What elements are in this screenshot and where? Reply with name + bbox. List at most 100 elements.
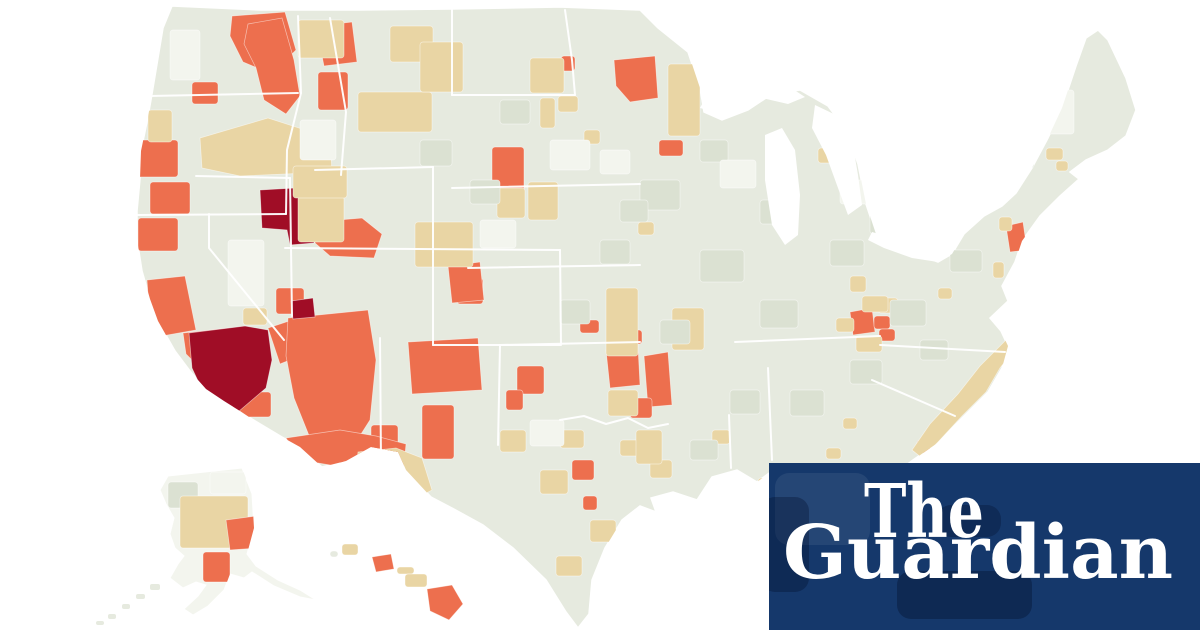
map-patch-orange — [878, 328, 896, 342]
map-patch-tan — [357, 91, 433, 133]
map-patch-tan — [292, 165, 348, 199]
map-patch-tan — [527, 181, 559, 221]
hawaii-islands — [404, 573, 428, 588]
map-patch-orange — [426, 584, 464, 621]
map-patch-orange — [137, 217, 179, 252]
state-border — [728, 414, 732, 469]
lake-ontario — [928, 196, 978, 218]
map-patch-tan — [242, 307, 268, 326]
map-patch-tan — [842, 417, 858, 430]
logo-the-text: The — [864, 469, 984, 555]
state-border — [564, 9, 576, 96]
map-patch-tan — [635, 429, 663, 465]
map-patch-tan — [341, 543, 359, 556]
map-patch-base_dark — [619, 199, 649, 223]
lake-superior — [700, 72, 805, 112]
aleutian-island — [122, 604, 130, 609]
map-patch-tan — [937, 287, 953, 300]
map-patch-base_dark — [869, 209, 901, 235]
map-patch-tan — [998, 216, 1013, 232]
map-patch-base_light — [979, 114, 1007, 136]
map-patch-tan — [529, 57, 565, 94]
map-patch-base_dark — [729, 389, 761, 415]
state-border — [559, 415, 669, 429]
map-patch-tan — [855, 335, 883, 353]
map-patch-base_dark — [499, 99, 531, 125]
map-patch-base_dark — [759, 299, 799, 329]
map-patch-base_light — [859, 59, 891, 101]
state-border — [497, 344, 501, 446]
map-patch-orange — [582, 495, 598, 511]
map-patch-tan — [637, 221, 655, 236]
state-border — [499, 341, 641, 346]
map-patch-crimson — [188, 325, 273, 413]
map-patch-orange — [661, 507, 688, 534]
map-patch-tan — [1045, 147, 1064, 161]
map-patch-base_light — [227, 239, 265, 307]
map-patch-tan — [419, 41, 464, 93]
map-patch-orange — [873, 315, 891, 330]
lake-huron — [812, 105, 862, 215]
map-patch-tan — [539, 469, 569, 495]
state-border — [285, 92, 302, 215]
state-border — [195, 175, 291, 179]
map-patch-base_dark — [1009, 149, 1035, 169]
map-patch-tan — [496, 187, 526, 219]
map-patch-tan — [539, 97, 556, 129]
map-patch-tan — [404, 573, 428, 588]
map-patch-orange — [371, 553, 395, 573]
map-patch-base_dark — [639, 179, 681, 211]
panel-shade — [769, 497, 809, 592]
map-patch-orange — [643, 351, 673, 408]
panel-shade — [775, 473, 870, 545]
map-patch-tan — [499, 429, 527, 453]
map-patch-tan — [147, 109, 173, 143]
state-border — [767, 367, 773, 461]
map-patch-tan — [605, 287, 639, 357]
state-border — [329, 17, 347, 176]
map-patch-base_light — [929, 119, 957, 141]
map-patch-base_dark — [829, 239, 865, 267]
aleutian-island — [96, 621, 104, 625]
map-patch-base_dark — [899, 159, 933, 185]
map-patch-tan — [825, 447, 842, 460]
guardian-logo-panel: The Guardian — [769, 463, 1200, 630]
map-patch-orange — [516, 365, 545, 395]
map-patch-base_dark — [599, 239, 631, 265]
lake-michigan — [765, 128, 800, 245]
map-patch-tan — [1055, 160, 1069, 172]
state-border — [734, 335, 881, 343]
aleutian-island — [108, 614, 116, 619]
map-patch-base_dark — [689, 439, 719, 461]
map-patch-base_dark — [559, 299, 591, 325]
state-border — [879, 344, 1006, 353]
map-patch-tan — [297, 19, 345, 59]
map-patch-base_light — [1039, 89, 1075, 135]
map-patch-orange — [202, 551, 231, 583]
map-patch-tan — [555, 555, 583, 577]
map-patch-base_dark — [949, 249, 983, 273]
map-patch-base_light — [549, 139, 591, 171]
hawaii-islands — [341, 543, 359, 556]
map-patch-tan — [557, 95, 579, 113]
map-patch-base_dark — [699, 249, 745, 283]
map-patch-orange — [191, 81, 219, 105]
map-patch-orange — [243, 17, 301, 115]
state-border — [559, 249, 562, 346]
state-border — [314, 166, 434, 171]
map-patch-base_dark — [659, 319, 691, 345]
panel-shade — [937, 505, 1001, 537]
guardian-wordmark: The Guardian — [783, 469, 1173, 596]
map-patch-base_dark — [849, 359, 883, 385]
map-patch-orange — [505, 389, 524, 411]
state-border — [284, 247, 561, 251]
map-patch-base_light — [209, 471, 247, 495]
map-patch-tan — [667, 63, 701, 137]
state-border — [467, 264, 641, 269]
map-patch-base_light — [299, 119, 337, 161]
state-border — [136, 213, 287, 216]
map-patch-base_light — [529, 419, 565, 447]
map-patch-tan — [414, 221, 474, 268]
map-patch-tan — [589, 519, 617, 543]
